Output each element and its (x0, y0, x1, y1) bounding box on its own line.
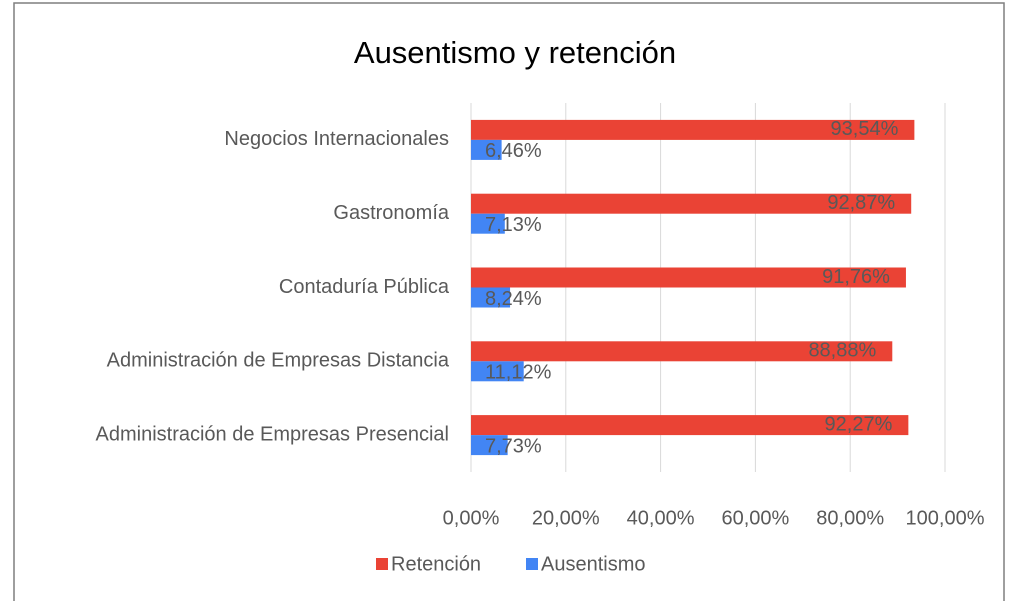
data-label: 8,24% (485, 288, 542, 310)
data-label: 11,12% (485, 362, 552, 384)
legend-label: Retención (391, 553, 481, 575)
legend-label: Ausentismo (541, 553, 646, 575)
x-tick-label: 80,00% (816, 507, 884, 529)
x-tick-label: 20,00% (532, 507, 600, 529)
legend-swatch (526, 558, 538, 570)
y-tick-label: Administración de Empresas Distancia (107, 350, 450, 372)
data-label: 7,13% (485, 214, 542, 236)
data-label: 91,76% (822, 266, 890, 288)
data-label: 7,73% (485, 435, 542, 457)
data-label: 88,88% (808, 340, 876, 362)
data-label: 93,54% (831, 118, 899, 140)
bar (471, 267, 906, 288)
legend-swatch (376, 558, 388, 570)
chart-title: Ausentismo y retención (354, 35, 676, 70)
y-tick-label: Gastronomía (333, 202, 449, 224)
y-tick-label: Administración de Empresas Presencial (96, 423, 450, 445)
bar (471, 119, 915, 140)
x-tick-label: 100,00% (906, 507, 985, 529)
data-label: 6,46% (485, 140, 542, 162)
bar (471, 213, 505, 234)
y-tick-label: Negocios Internacionales (224, 128, 449, 150)
x-tick-label: 60,00% (721, 507, 789, 529)
bar (471, 415, 909, 436)
data-label: 92,27% (825, 413, 893, 435)
bar (471, 435, 508, 456)
bar (471, 193, 912, 214)
data-label: 92,87% (827, 192, 895, 214)
bar (471, 361, 524, 382)
x-tick-label: 40,00% (627, 507, 695, 529)
bar (471, 287, 511, 308)
bar (471, 341, 893, 362)
chart-border (13, 2, 1005, 601)
bar (471, 139, 502, 160)
y-tick-label: Contaduría Pública (279, 276, 450, 298)
x-tick-label: 0,00% (443, 507, 500, 529)
